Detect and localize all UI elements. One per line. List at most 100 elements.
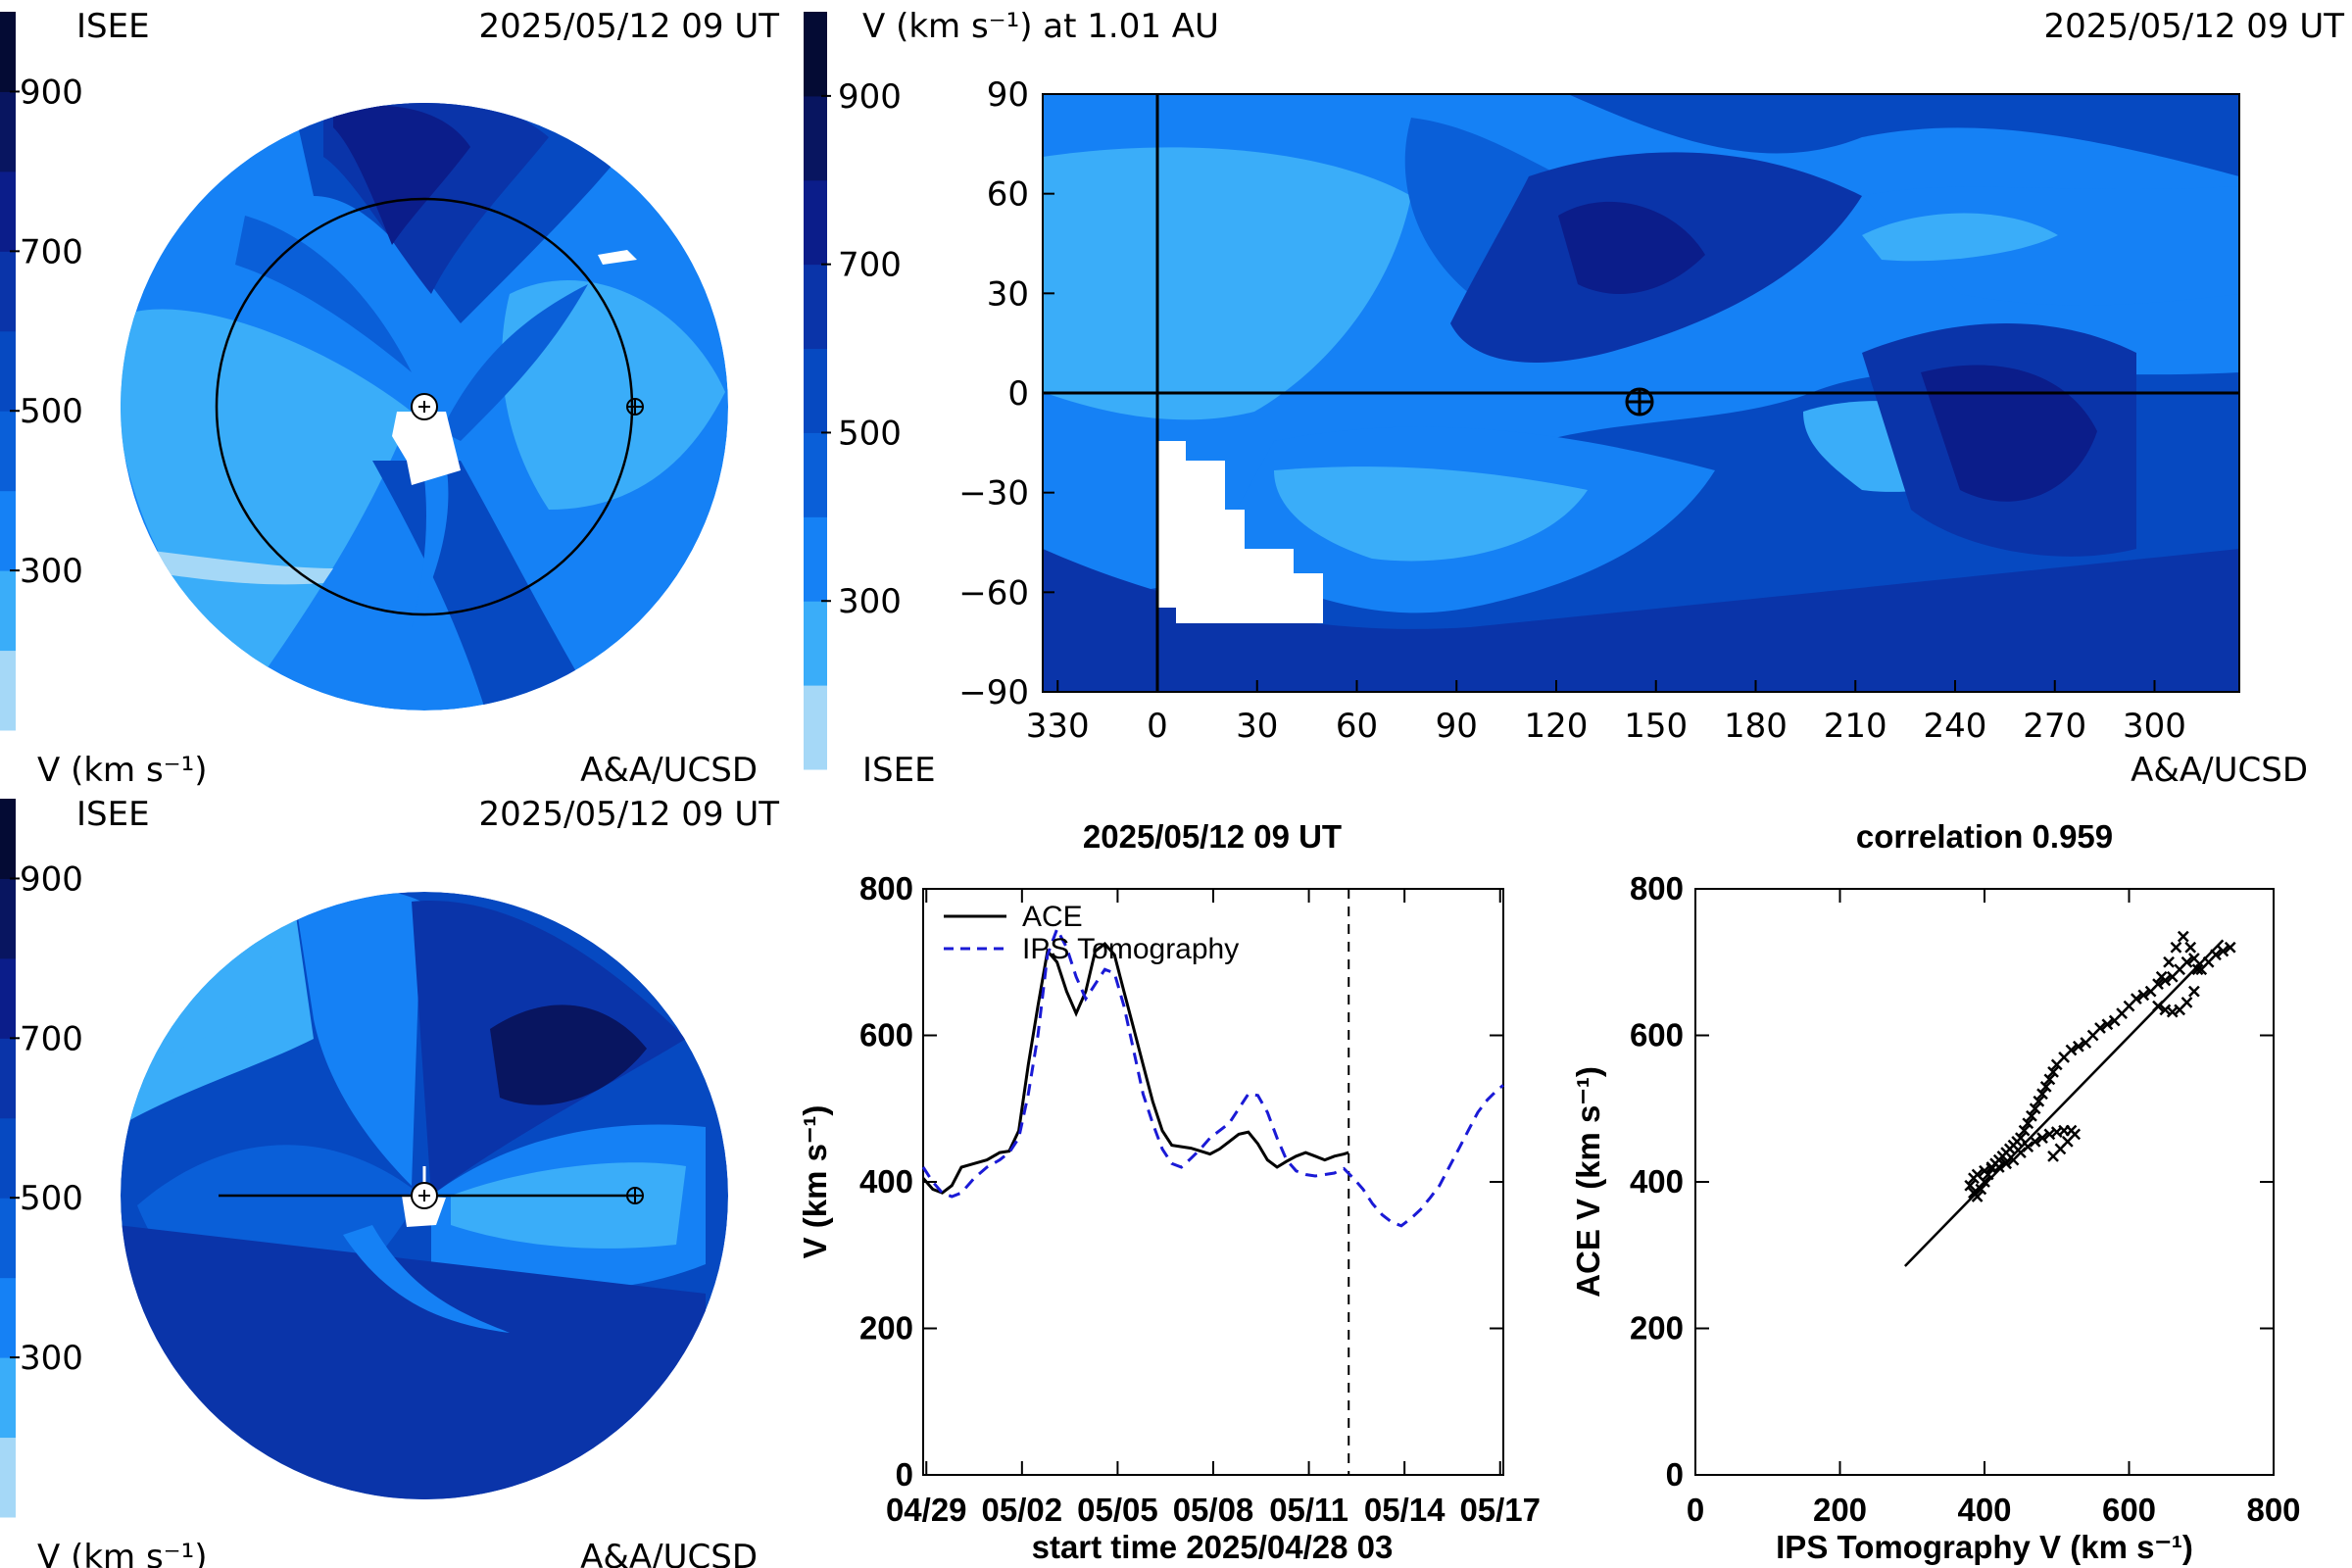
x-tick-label: 0 <box>1687 1492 1704 1528</box>
colorbar-tick-label: 700 <box>20 1019 83 1058</box>
map-y-tick-label: −90 <box>958 673 1029 712</box>
colorbar-bin <box>804 516 827 602</box>
unit-label-top-left: V (km s⁻¹) <box>37 751 208 790</box>
map-y-tick-label: 30 <box>987 274 1029 314</box>
scatter-point <box>2152 1000 2164 1012</box>
colorbar-tick-label: 900 <box>20 73 83 112</box>
x-tick-label: 600 <box>2102 1492 2156 1528</box>
scatter-point <box>2130 993 2142 1005</box>
scatter-point <box>2163 956 2175 968</box>
colorbar-tick-label: 500 <box>20 1179 83 1218</box>
scatter-point <box>2094 1022 2106 1034</box>
series-line-ace <box>921 942 1349 1195</box>
scatter-point <box>2187 953 2200 964</box>
colorbar-tick-label: 900 <box>838 77 902 117</box>
credit-bottom-left: A&A/UCSD <box>580 1538 758 1568</box>
scatter-point <box>2155 970 2168 983</box>
colorbar-bin <box>0 1437 16 1518</box>
scatter-ylabel: ACE V (km s⁻¹) <box>1570 1066 1606 1298</box>
map-y-tick-label: −30 <box>958 474 1029 514</box>
scatter-point <box>2180 956 2193 968</box>
scatter-point <box>2137 989 2150 1002</box>
map-x-tick-label: 90 <box>1436 707 1478 746</box>
time-series-ylabel: V (km s⁻¹) <box>797 1105 833 1259</box>
colorbar-map: 900 700 500 300 <box>804 12 902 770</box>
scatter-xlabel: IPS Tomography V (km s⁻¹) <box>1776 1529 2193 1565</box>
scatter-point <box>2036 1132 2048 1145</box>
x-tick-label: 400 <box>1957 1492 2011 1528</box>
polar-map-bottom <box>121 892 728 1499</box>
time-series-legend: ACE IPS Tomography <box>944 901 1239 965</box>
scatter-point <box>2180 996 2193 1008</box>
y-tick-label: 600 <box>1630 1017 1684 1054</box>
source-label-top-left: ISEE <box>76 7 150 46</box>
x-tick-label: 05/05 <box>1077 1492 1158 1528</box>
map-y-ticks: 90 60 30 0 −30 −60 −90 <box>958 75 1054 712</box>
x-tick-label: 800 <box>2246 1492 2300 1528</box>
scatter-point <box>2036 1088 2048 1101</box>
colorbar-bottom-left: 900 700 500 300 <box>0 799 83 1518</box>
scatter-point <box>2184 941 2197 954</box>
scatter-point <box>2022 1141 2034 1153</box>
colorbar-bin <box>0 12 16 92</box>
map-x-tick-label: 270 <box>2023 707 2086 746</box>
scatter-point <box>2177 930 2189 943</box>
colorbar-bin <box>804 601 827 686</box>
map-x-tick-label: 120 <box>1525 707 1589 746</box>
timestamp-bottom-left: 2025/05/12 09 UT <box>479 795 780 834</box>
scatter-point <box>2072 1040 2084 1053</box>
time-series-title: 2025/05/12 09 UT <box>1083 818 1342 855</box>
scatter-point <box>2217 945 2230 957</box>
polar-map-top <box>121 103 728 710</box>
colorbar-top-left: 900 700 500 300 <box>0 12 83 731</box>
scatter-point <box>1975 1183 1987 1196</box>
map-y-tick-label: −60 <box>958 573 1029 612</box>
scatter-point <box>2101 1018 2114 1031</box>
colorbar-bins: 900 700 500 300 <box>0 799 83 1518</box>
map-x-tick-label: 330 <box>1026 707 1090 746</box>
x-tick-label: 05/02 <box>982 1492 1063 1528</box>
scatter-point <box>2152 978 2164 991</box>
scatter-point <box>2047 1150 2059 1162</box>
map-title: V (km s⁻¹) at 1.01 AU <box>862 7 1219 46</box>
map-y-tick-label: 0 <box>1007 374 1029 414</box>
scatter-point <box>2224 941 2236 954</box>
colorbar-bin <box>0 1357 16 1439</box>
x-tick-label: 05/11 <box>1269 1492 1348 1528</box>
lat-lon-map: 330 0 30 60 90 120 150 180 210 240 270 300 9060300−… <box>958 75 2240 746</box>
map-x-tick-label: 0 <box>1147 707 1168 746</box>
fit-line <box>1903 939 2225 1267</box>
x-tick-label: 05/14 <box>1364 1492 1446 1528</box>
scatter-point <box>2026 1109 2037 1122</box>
map-x-tick-label: 30 <box>1236 707 1278 746</box>
scatter-point <box>1971 1168 1984 1181</box>
series-line-ips-tomography <box>921 925 1504 1228</box>
map-x-tick-label: 210 <box>1824 707 1887 746</box>
scatter-point <box>2191 963 2204 976</box>
time-series-chart: 2025/05/12 09 UT 0 200 400 600 800 04/29 05/02… <box>797 818 1541 1565</box>
x-tick-label: 05/17 <box>1459 1492 1541 1528</box>
colorbar-bin <box>0 1198 16 1279</box>
scatter-point <box>2029 1136 2041 1148</box>
map-y-tick-label: 90 <box>987 75 1029 115</box>
colorbar-bin <box>0 650 16 731</box>
x-tick-label: 04/29 <box>886 1492 967 1528</box>
scatter-point <box>1971 1191 1984 1202</box>
colorbar-bin <box>0 570 16 652</box>
colorbar-bin <box>0 1038 16 1119</box>
colorbar-bin <box>0 91 16 172</box>
colorbar-bin <box>0 411 16 492</box>
colorbar-bin <box>804 95 827 181</box>
time-series-xlabel: start time 2025/04/28 03 <box>1032 1529 1394 1565</box>
colorbar-bin <box>804 12 827 97</box>
y-tick-label: 800 <box>859 870 913 906</box>
y-tick-label: 200 <box>859 1310 913 1347</box>
unit-label-bottom-left: V (km s⁻¹) <box>37 1538 208 1568</box>
y-tick-label: 0 <box>1666 1456 1684 1493</box>
y-tick-label: 400 <box>1630 1163 1684 1200</box>
map-x-tick-label: 300 <box>2123 707 2186 746</box>
colorbar-bins: 900 700 500 300 <box>0 12 83 731</box>
colorbar-bin <box>0 171 16 252</box>
colorbar-bin <box>804 179 827 266</box>
